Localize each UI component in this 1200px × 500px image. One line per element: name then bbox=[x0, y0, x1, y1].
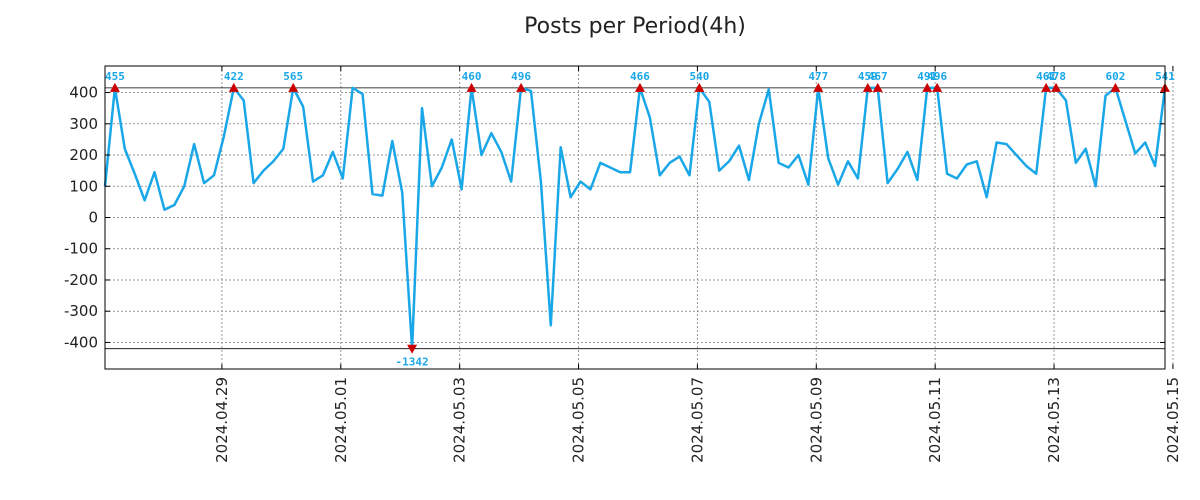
y-tick-label: -200 bbox=[64, 271, 98, 289]
x-tick-label: 2024.05.07 bbox=[688, 377, 706, 463]
x-tick-label: 2024.05.09 bbox=[807, 377, 825, 463]
peak-marker bbox=[862, 82, 873, 92]
x-tick-label: 2024.05.03 bbox=[451, 377, 469, 463]
y-tick-label: 400 bbox=[69, 84, 98, 102]
y-tick-label: 100 bbox=[69, 177, 98, 195]
peak-label: 478 bbox=[1046, 70, 1066, 83]
series-line-posts bbox=[103, 86, 1167, 350]
peak-marker bbox=[288, 82, 299, 92]
reference-lines bbox=[105, 87, 1165, 350]
peak-marker bbox=[228, 82, 239, 92]
peak-marker bbox=[932, 82, 943, 92]
peak-marker bbox=[1051, 82, 1062, 92]
peak-label: 565 bbox=[283, 70, 303, 83]
x-tick-label: 2024.05.13 bbox=[1045, 377, 1063, 463]
peak-label: 496 bbox=[927, 70, 947, 83]
peak-marker bbox=[922, 82, 933, 92]
peak-marker bbox=[1041, 82, 1052, 92]
peak-marker bbox=[466, 82, 477, 92]
series-layer bbox=[103, 86, 1167, 350]
peak-label: 477 bbox=[808, 70, 828, 83]
peak-label: 466 bbox=[630, 70, 650, 83]
trough-label: -1342 bbox=[396, 356, 429, 369]
chart-title: Posts per Period(4h) bbox=[524, 14, 746, 39]
peak-marker bbox=[634, 82, 645, 92]
peak-marker bbox=[516, 82, 527, 92]
y-tick-label: 200 bbox=[69, 146, 98, 164]
y-tick-label: -100 bbox=[64, 240, 98, 258]
x-tick-label: 2024.05.11 bbox=[926, 377, 944, 463]
x-tick-label: 2024.05.01 bbox=[332, 377, 350, 463]
peak-label: 460 bbox=[462, 70, 482, 83]
axis-layer: 400 300 200 100 0 -100 -200 -300 -400 2024.04.29 2… bbox=[64, 65, 1182, 463]
peak-label: 491 bbox=[917, 70, 937, 83]
y-tick-label: 300 bbox=[69, 115, 98, 133]
x-tick-label: 2024.05.05 bbox=[570, 377, 588, 463]
peak-marker bbox=[872, 82, 883, 92]
peak-marker bbox=[109, 82, 120, 92]
grid-layer bbox=[105, 66, 1174, 369]
x-tick-label: 2024.05.15 bbox=[1164, 377, 1182, 463]
peak-label: 602 bbox=[1106, 70, 1126, 83]
plot-frame bbox=[104, 65, 1166, 370]
y-tick-label: -400 bbox=[64, 333, 98, 351]
y-tick-label: -300 bbox=[64, 302, 98, 320]
y-tick-label: 0 bbox=[88, 209, 98, 227]
peak-label: 455 bbox=[105, 70, 125, 83]
peak-label: 461 bbox=[1036, 70, 1056, 83]
peak-label: 422 bbox=[224, 70, 244, 83]
trough-marker bbox=[407, 344, 418, 354]
peak-label: 459 bbox=[858, 70, 878, 83]
peak-label: 496 bbox=[511, 70, 531, 83]
x-tick-label: 2024.04.29 bbox=[213, 377, 231, 463]
peak-label: 540 bbox=[689, 70, 709, 83]
peak-marker bbox=[694, 82, 705, 92]
peak-marker bbox=[813, 82, 824, 92]
peak-marker bbox=[1110, 82, 1121, 92]
peak-label: 467 bbox=[868, 70, 888, 83]
